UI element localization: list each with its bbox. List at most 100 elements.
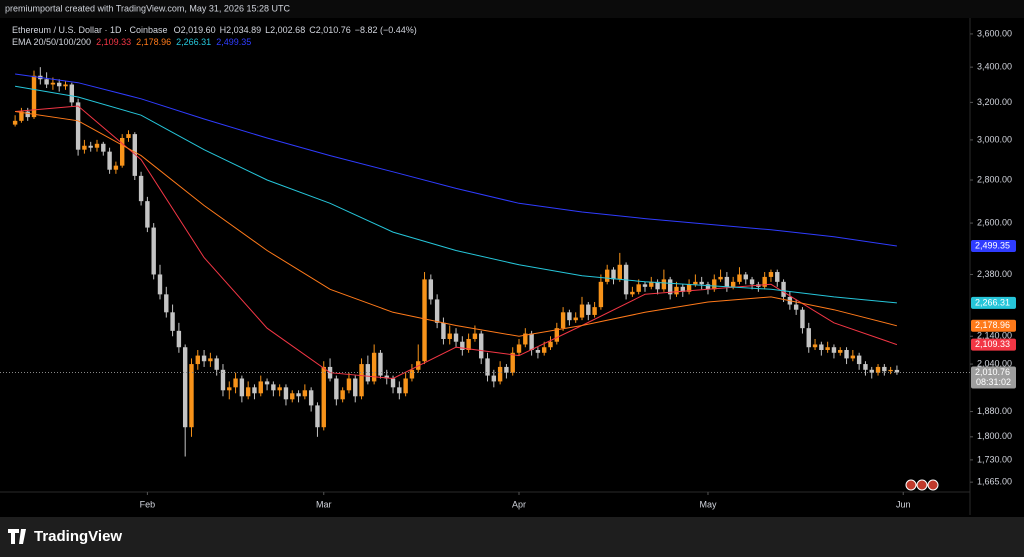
indicator-name: EMA 20/50/100/200: [12, 37, 91, 47]
candle-body: [353, 378, 358, 397]
candle-body: [686, 284, 692, 292]
candle-body: [882, 366, 887, 372]
indicator-value: 2,499.35: [216, 37, 251, 47]
candle-body: [441, 322, 446, 339]
candle-body: [447, 333, 452, 339]
price-badge-label: 2,010.76: [975, 367, 1010, 377]
candle-body: [762, 276, 767, 287]
logo-icon: [8, 529, 26, 544]
candle-body: [245, 387, 251, 397]
candle-body: [592, 307, 597, 315]
candle-body: [403, 378, 408, 394]
candle-body: [195, 355, 200, 365]
ohlc: L2,002.68: [265, 25, 305, 35]
price-badge: [971, 366, 1016, 389]
price-badge-label: 2,499.35: [975, 240, 1010, 250]
price-badge: [971, 296, 1016, 309]
y-tick-label: 3,200.00: [977, 97, 1012, 107]
candle-body: [510, 352, 515, 373]
candle-body: [831, 347, 837, 353]
candle-body: [107, 151, 112, 170]
candle-body: [460, 341, 465, 350]
x-tick-label: Mar: [316, 499, 332, 509]
candle-body: [384, 375, 389, 379]
candle-body: [189, 364, 194, 428]
candle-body: [598, 281, 604, 308]
candle-body: [466, 338, 471, 350]
price-badge-label: 2,266.31: [975, 297, 1010, 307]
candle-body: [157, 274, 163, 295]
candle-body: [145, 201, 150, 228]
y-tick-label: 2,140.00: [977, 331, 1012, 341]
candle-body: [151, 227, 156, 275]
candle-body: [63, 84, 68, 87]
candle-body: [850, 355, 856, 359]
candle-body: [749, 279, 755, 285]
legend-title: Ethereum / U.S. Dollar · 1D · Coinbase O2…: [12, 25, 417, 35]
candle-body: [693, 281, 698, 285]
candle-body: [617, 264, 622, 280]
indicator-values: 2,109.33 2,178.96 2,266.31 2,499.35: [96, 37, 251, 47]
price-badge-label: 2,109.33: [975, 339, 1010, 349]
y-tick-label: 3,000.00: [977, 134, 1012, 144]
x-tick-label: Feb: [140, 499, 156, 509]
price-badge: [971, 338, 1016, 351]
candle-body: [504, 366, 509, 373]
candle-body: [239, 378, 245, 397]
candle-body: [321, 366, 326, 428]
ema-line: [15, 111, 898, 337]
price-badge: [971, 319, 1016, 332]
candle-body: [208, 358, 213, 362]
candle-body: [554, 328, 560, 342]
candle-body: [164, 294, 169, 313]
candle-body: [50, 82, 56, 85]
x-tick-label: Jun: [896, 499, 911, 509]
candle-body: [378, 352, 383, 376]
candle-body: [806, 328, 811, 348]
candle-body: [277, 387, 282, 391]
candle-body: [271, 384, 276, 391]
candle-body: [365, 364, 371, 382]
candle-body: [869, 369, 874, 373]
logo-text: TradingView: [34, 528, 122, 545]
candle-body: [661, 279, 667, 290]
candle-body: [340, 390, 345, 400]
candle-body: [705, 284, 711, 290]
candle-body: [838, 349, 843, 353]
y-tick-label: 2,600.00: [977, 217, 1012, 227]
candle-body: [875, 366, 881, 373]
candle-body: [491, 375, 497, 382]
candle-body: [82, 145, 87, 150]
candle-body: [724, 276, 730, 287]
indicator-value: 2,109.33: [96, 37, 131, 47]
candle-body: [649, 281, 654, 287]
countdown: 08:31:02: [976, 377, 1011, 387]
y-tick-label: 1,800.00: [977, 431, 1012, 441]
candle-body: [101, 143, 106, 152]
candle-body: [548, 341, 553, 348]
candle-body: [674, 286, 679, 295]
candle-body: [315, 405, 320, 428]
candle-body: [227, 387, 232, 391]
candle-body: [126, 134, 131, 138]
candle-body: [667, 279, 673, 295]
top-bar: [0, 0, 1024, 18]
candle-body: [176, 330, 182, 348]
indicator-value: 2,266.31: [176, 37, 211, 47]
price-badge-label: 2,178.96: [975, 320, 1010, 330]
candle-body: [516, 344, 522, 353]
candle-body: [630, 291, 635, 295]
y-tick-label: 2,800.00: [977, 174, 1012, 184]
ema-line: [15, 73, 897, 247]
y-tick-label: 3,600.00: [977, 28, 1012, 38]
candle-body: [44, 79, 49, 85]
candle-body: [201, 355, 207, 362]
candle-body: [567, 312, 572, 321]
flags: [905, 479, 939, 491]
candle-body: [296, 393, 301, 397]
candle-body: [718, 276, 723, 280]
candle-body: [346, 378, 352, 391]
candle-body: [422, 279, 427, 362]
indicator-value: 2,178.96: [136, 37, 171, 47]
